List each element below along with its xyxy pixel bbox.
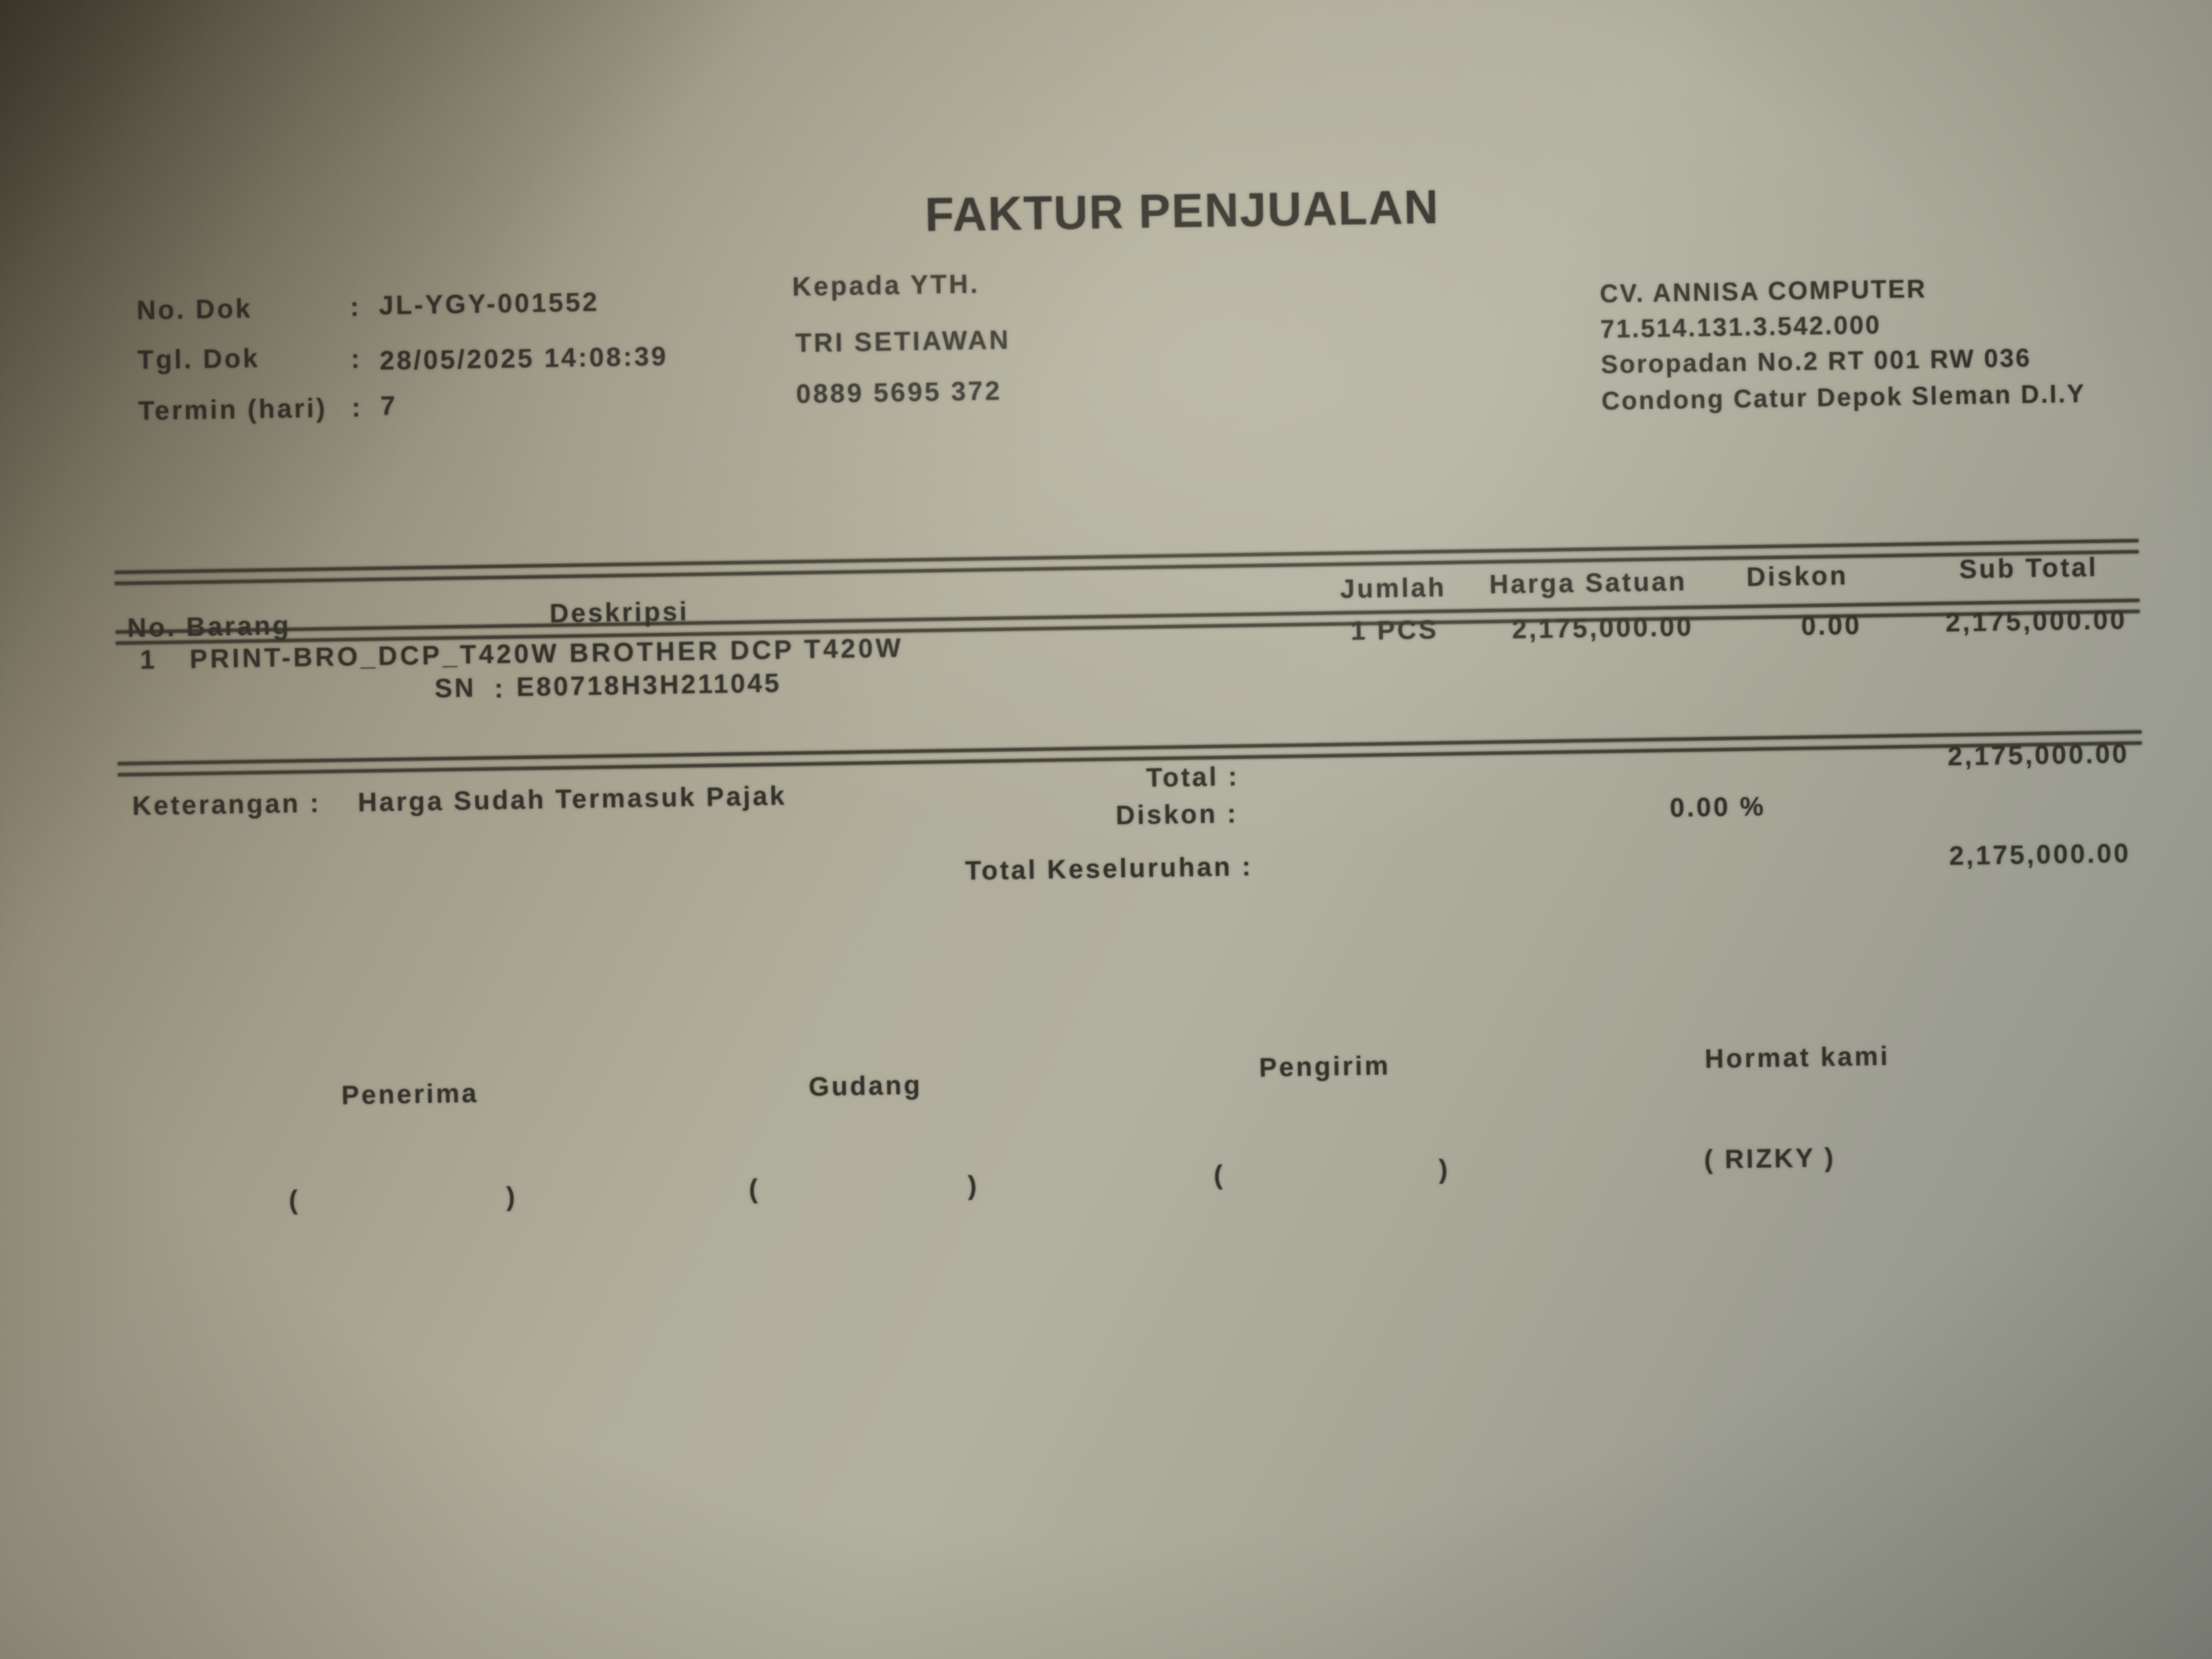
- recipient-phone: 0889 5695 372: [796, 376, 1003, 409]
- grand-total-label: Total Keseluruhan :: [964, 852, 1254, 886]
- doc-number-value: JL-YGY-001552: [378, 288, 600, 321]
- column-header-sub-total: Sub Total: [1959, 552, 2099, 585]
- seller-address-1: Soropadan No.2 RT 001 RW 036: [1600, 343, 2032, 379]
- sig-penerima: Penerima: [341, 1078, 479, 1110]
- seller-tax-id: 71.514.131.3.542.000: [1600, 310, 1881, 343]
- diskon-value: 0.00 %: [1670, 792, 1766, 823]
- sig-hormat-kami: Hormat kami: [1704, 1041, 1890, 1074]
- doc-date-label: Tgl. Dok: [137, 343, 260, 375]
- item-subtotal: 2,175,000.00: [1945, 605, 2127, 638]
- total-value: 2,175,000.00: [1947, 739, 2130, 772]
- doc-date-value: 28/05/2025 14:08:39: [379, 342, 669, 376]
- sig-gudang-paren-close: ): [967, 1171, 979, 1201]
- term-value: 7: [380, 392, 398, 421]
- item-sn-label: SN: [434, 673, 476, 704]
- column-header-diskon: Diskon: [1746, 561, 1849, 592]
- sig-penerima-paren-open: (: [288, 1185, 300, 1215]
- item-sn-value: E80718H3H211045: [516, 669, 782, 702]
- page-title: FAKTUR PENJUALAN: [924, 180, 1440, 242]
- doc-number-label: No. Dok: [136, 294, 253, 326]
- doc-date-sep: :: [351, 345, 362, 374]
- sig-gudang: Gudang: [808, 1071, 922, 1102]
- term-sep: :: [351, 393, 363, 423]
- sig-pengirim-paren-close: ): [1438, 1155, 1451, 1185]
- column-header-harga-satuan: Harga Satuan: [1489, 567, 1687, 600]
- sig-pengirim: Pengirim: [1259, 1051, 1391, 1083]
- column-header-jumlah: Jumlah: [1339, 573, 1447, 604]
- item-no: 1: [139, 645, 158, 675]
- item-unit-price: 2,175,000.00: [1511, 612, 1694, 645]
- recipient-heading: Kepada YTH.: [792, 269, 980, 302]
- item-discount: 0.00: [1801, 611, 1862, 641]
- sig-gudang-paren-open: (: [748, 1174, 760, 1204]
- seller-address-2: Condong Catur Depok Sleman D.I.Y: [1601, 379, 2086, 415]
- column-header-deskripsi: Deskripsi: [549, 597, 690, 629]
- sig-penerima-paren-close: ): [505, 1182, 518, 1212]
- doc-number-sep: :: [349, 293, 362, 322]
- sig-signer-name: ( RIZKY ): [1704, 1143, 1836, 1175]
- term-label: Termin (hari): [138, 394, 328, 426]
- item-sn-sep: :: [494, 674, 506, 704]
- sig-pengirim-paren-open: (: [1213, 1160, 1225, 1191]
- total-label: Total :: [1146, 762, 1240, 793]
- recipient-name: TRI SETIAWAN: [795, 325, 1011, 358]
- seller-name: CV. ANNISA COMPUTER: [1599, 274, 1927, 308]
- diskon-label: Diskon :: [1115, 799, 1239, 831]
- keterangan-value: Harga Sudah Termasuk Pajak: [357, 781, 787, 818]
- keterangan-label: Keterangan :: [132, 789, 321, 821]
- grand-total-value: 2,175,000.00: [1949, 838, 2131, 872]
- item-qty: 1 PCS: [1350, 615, 1439, 646]
- table-rule-bottom: [118, 731, 2142, 778]
- column-header-no-barang: No. Barang: [127, 611, 291, 643]
